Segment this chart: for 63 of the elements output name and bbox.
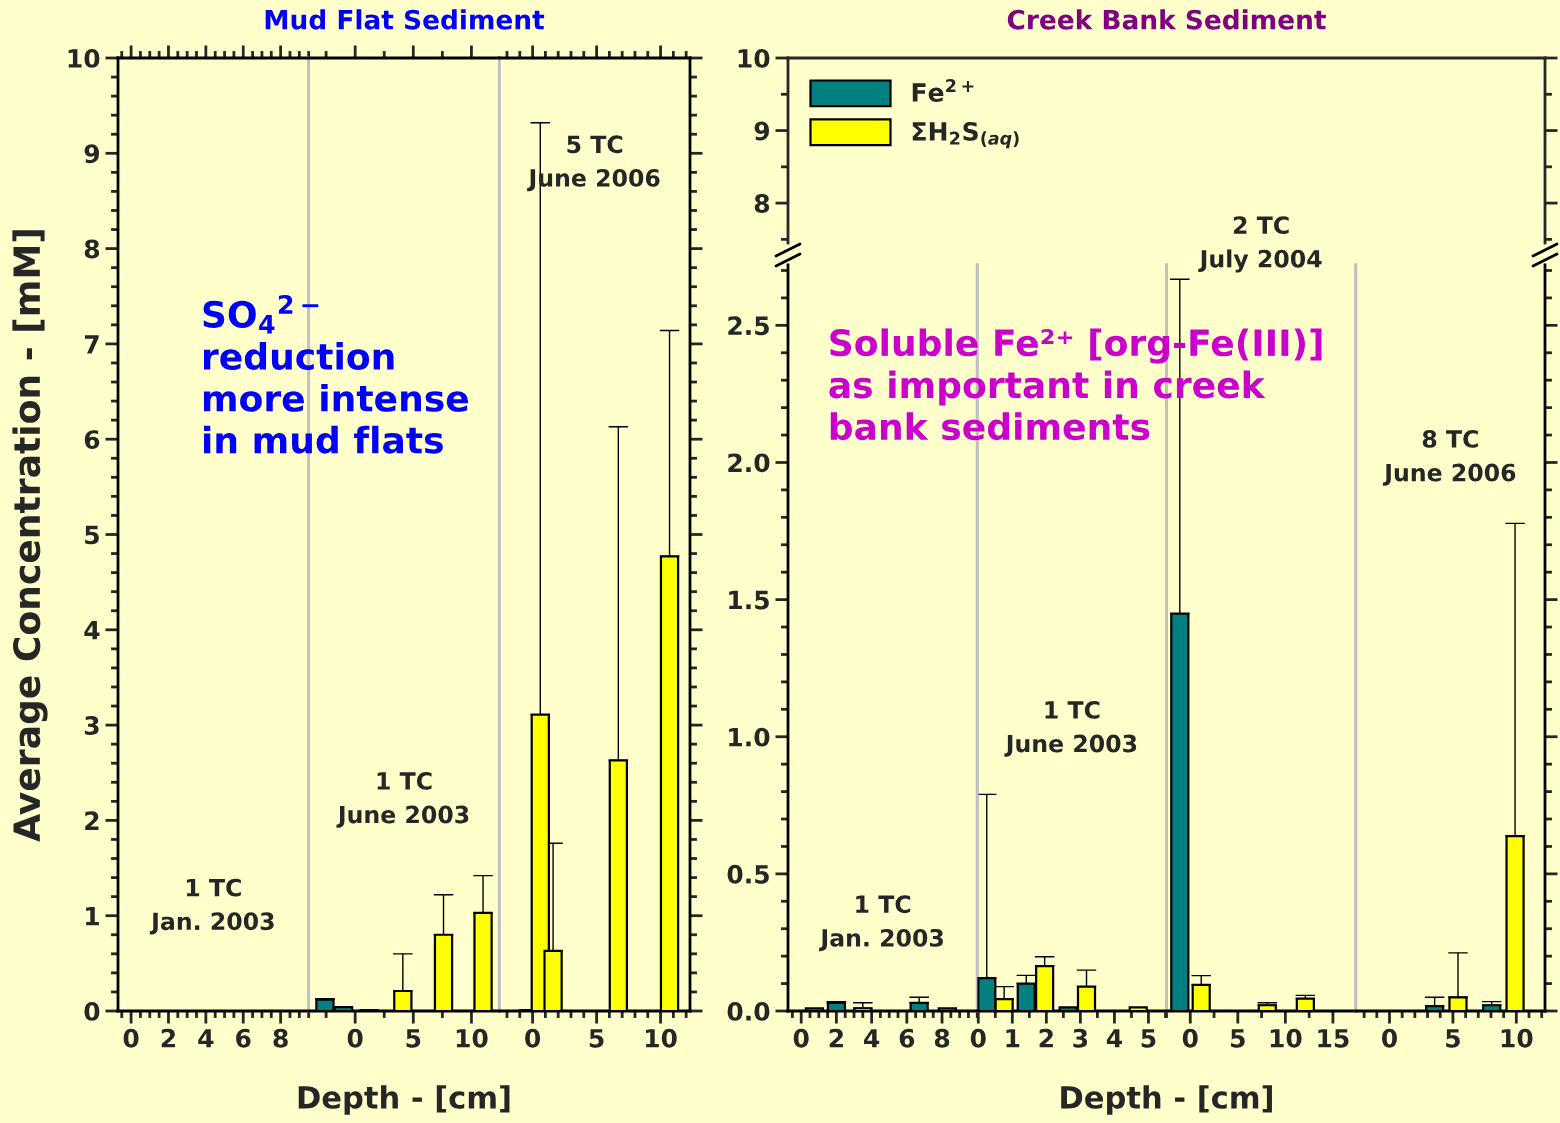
annotation: 1 TC Jan. 2003 xyxy=(819,895,943,952)
y-tick-label: 7 xyxy=(84,335,99,354)
x-tick-label: 0 xyxy=(1182,1028,1198,1048)
x-tick-label: 6 xyxy=(899,1028,915,1048)
x-axis-title: Depth - [cm] xyxy=(298,1085,510,1115)
legend-label: ΣH$_{2}$S$_{(aq)}$ xyxy=(912,121,1019,149)
annotation: 1 TC June 2003 xyxy=(336,771,469,828)
y-tick-label: 10 xyxy=(738,48,770,68)
y-tick-label: 9 xyxy=(754,121,770,141)
x-tick-label: 10 xyxy=(1501,1028,1533,1048)
x-tick-label: 5 xyxy=(1446,1029,1460,1048)
x-tick-label: 3 xyxy=(1073,1028,1088,1048)
y-tick-label: 2 xyxy=(85,811,99,830)
x-tick-label: 0 xyxy=(793,1028,809,1048)
y-tick-label: 10 xyxy=(68,48,100,68)
annotation: 8 TC June 2006 xyxy=(1382,430,1516,486)
y-tick-label: 0.5 xyxy=(727,864,769,884)
x-tick-label: 0 xyxy=(123,1028,139,1048)
annotation: 1 TC Jan. 2003 xyxy=(149,878,274,935)
y-tick-label: 9 xyxy=(84,144,100,164)
y-tick-label: 4 xyxy=(84,621,100,640)
x-tick-label: 8 xyxy=(934,1028,950,1048)
x-tick-label: 10 xyxy=(1270,1028,1302,1048)
y-tick-label: 1.0 xyxy=(729,727,770,747)
x-tick-label: 4 xyxy=(1106,1029,1122,1048)
x-tick-label: 10 xyxy=(645,1028,677,1048)
legend-label: Fe$^{2+}$ xyxy=(912,79,974,102)
y-tick-label: 8 xyxy=(754,194,770,213)
y-tick-label: 2.5 xyxy=(728,316,769,336)
x-tick-label: 5 xyxy=(589,1029,604,1048)
x-tick-label: 8 xyxy=(273,1028,288,1048)
y-axis-title: Average Concentration - [mM] xyxy=(12,230,48,842)
x-tick-label: 4 xyxy=(198,1029,214,1048)
x-tick-label: 0 xyxy=(970,1028,986,1048)
x-axis-title: Depth - [cm] xyxy=(1061,1085,1272,1115)
chart-title: Creek Bank Sediment xyxy=(1007,9,1326,30)
x-tick-label: 0 xyxy=(347,1028,363,1048)
y-tick-label: 1 xyxy=(86,906,99,926)
x-tick-label: 5 xyxy=(406,1029,421,1048)
y-tick-label: 0 xyxy=(84,1001,100,1021)
x-tick-label: 0 xyxy=(1381,1028,1397,1048)
annotation: SO$_{4}$$^{2−}$ reduction more intense in mud flats xyxy=(203,294,469,454)
annotation: 2 TC July 2004 xyxy=(1198,216,1322,273)
x-tick-label: 2 xyxy=(1039,1028,1053,1048)
x-tick-label: 6 xyxy=(236,1028,251,1048)
x-tick-label: 5 xyxy=(1141,1029,1156,1048)
y-tick-label: 8 xyxy=(84,239,100,259)
annotation: 1 TC June 2003 xyxy=(1004,700,1137,757)
y-tick-label: 1.5 xyxy=(729,590,769,610)
y-tick-label: 0.0 xyxy=(727,1001,770,1021)
x-tick-label: 5 xyxy=(1231,1029,1245,1048)
x-tick-label: 4 xyxy=(864,1029,880,1048)
y-tick-label: 3 xyxy=(84,716,99,735)
x-tick-label: 10 xyxy=(456,1028,488,1048)
x-tick-label: 1 xyxy=(1006,1029,1020,1048)
y-tick-label: 2.0 xyxy=(728,453,770,473)
y-tick-label: 5 xyxy=(85,525,99,545)
x-tick-label: 2 xyxy=(829,1028,843,1048)
x-tick-label: 15 xyxy=(1318,1029,1349,1048)
x-tick-label: 2 xyxy=(161,1028,175,1048)
x-tick-label: 0 xyxy=(525,1028,541,1048)
y-tick-label: 6 xyxy=(84,430,100,450)
text: Mud Flat Sediment xyxy=(265,9,545,30)
